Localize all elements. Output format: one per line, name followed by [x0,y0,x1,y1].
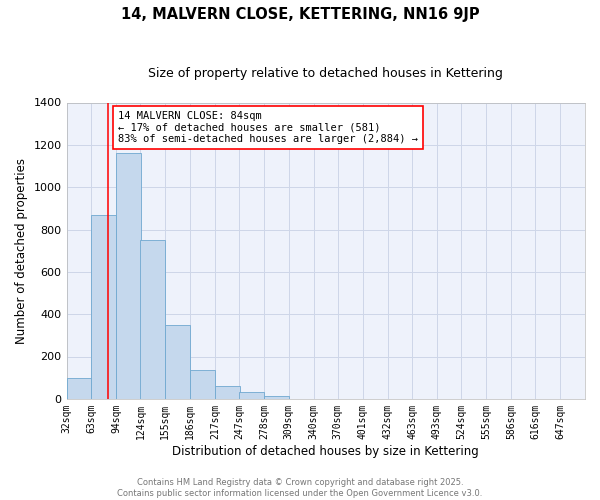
Text: Contains HM Land Registry data © Crown copyright and database right 2025.
Contai: Contains HM Land Registry data © Crown c… [118,478,482,498]
Bar [264,396,289,399]
Text: 14, MALVERN CLOSE, KETTERING, NN16 9JP: 14, MALVERN CLOSE, KETTERING, NN16 9JP [121,8,479,22]
Bar [116,154,141,399]
Bar [190,370,215,399]
Title: Size of property relative to detached houses in Kettering: Size of property relative to detached ho… [148,68,503,80]
Bar [91,214,116,399]
Bar [165,325,190,399]
Bar [215,386,240,399]
Text: 14 MALVERN CLOSE: 84sqm
← 17% of detached houses are smaller (581)
83% of semi-d: 14 MALVERN CLOSE: 84sqm ← 17% of detache… [118,111,418,144]
Bar [67,378,91,399]
Bar [239,392,264,399]
Bar [140,240,165,399]
X-axis label: Distribution of detached houses by size in Kettering: Distribution of detached houses by size … [172,444,479,458]
Y-axis label: Number of detached properties: Number of detached properties [15,158,28,344]
